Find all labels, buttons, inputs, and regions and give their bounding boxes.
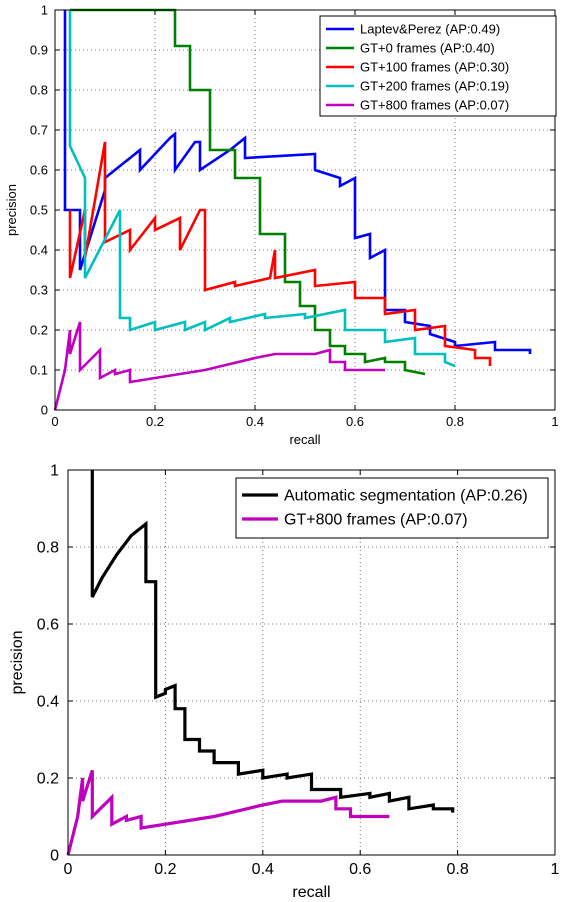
chart1-y-tick-label: 0.1 (30, 363, 48, 378)
chart2: 0 0.2 0.4 0.6 0.8 1 0 0.2 0.4 0.6 0.8 1 recall precis… (9, 463, 560, 901)
chart1-x-axis-label: recall (289, 432, 320, 447)
chart1-x-tick-label: 0.8 (446, 414, 464, 429)
chart2-y-tick-label: 0.8 (37, 540, 59, 557)
chart2-y-tick-label: 0.6 (37, 617, 59, 634)
chart1-legend-label: GT+0 frames (AP:0.40) (360, 41, 495, 56)
chart2-legend-box (235, 477, 549, 539)
chart2-y-tick-label: 0 (50, 848, 59, 865)
chart1-legend-label: Laptev&Perez (AP:0.49) (360, 22, 500, 37)
chart2-legend-label: GT+800 frames (AP:0.07) (284, 512, 468, 529)
chart2-series-line-1 (90, 470, 455, 813)
chart1-x-tick-label: 1 (551, 414, 558, 429)
chart2-y-axis-label: precision (9, 630, 26, 694)
chart2-y-tick-label: 0.4 (37, 694, 59, 711)
chart2-x-tick-label: 0.8 (446, 861, 468, 878)
chart1-y-tick-label: 0 (41, 403, 48, 418)
chart2-x-tick-label: 0.6 (349, 861, 371, 878)
chart1-series-line-4 (68, 10, 456, 368)
chart1-y-tick-label: 0.8 (30, 83, 48, 98)
chart2-x-axis-label: recall (292, 884, 330, 901)
chart1-y-axis-label: precision (4, 184, 19, 236)
chart2-series-line-2 (66, 769, 390, 856)
chart2-y-tick-label: 0.2 (37, 771, 59, 788)
chart1-plot-frame (54, 9, 556, 411)
chart1-legend-label: GT+100 frames (AP:0.30) (360, 60, 509, 75)
chart1-legend-label: GT+200 frames (AP:0.19) (360, 79, 509, 94)
chart2-y-tick-label: 1 (50, 463, 59, 480)
chart1-y-tick-label: 0.3 (30, 283, 48, 298)
chart1-legend: Laptev&Perez (AP:0.49) GT+0 frames (AP:0.… (319, 15, 557, 117)
chart1: 0 0.2 0.4 0.6 0.8 1 0 0.1 0.2 0.3 0.4 0.5 0.6 0.7 0.8 0… (4, 3, 559, 447)
chart1-x-tick-label: 0.2 (146, 414, 164, 429)
chart2-legend: Automatic segmentation (AP:0.26) GT+800 f… (235, 477, 549, 539)
chart2-x-tick-label: 0.2 (154, 861, 176, 878)
chart1-x-tick-label: 0.4 (246, 414, 264, 429)
chart1-y-tick-label: 0.2 (30, 323, 48, 338)
chart2-plot-frame (67, 469, 556, 856)
chart1-legend-label: GT+800 frames (AP:0.07) (360, 98, 509, 113)
chart1-series-line-2 (70, 8, 426, 376)
chart2-x-tick-label: 0.4 (252, 861, 274, 878)
chart1-series-line-3 (68, 141, 492, 366)
chart1-y-tick-label: 1 (41, 3, 48, 18)
chart1-series-line-1 (63, 10, 532, 354)
chart1-x-tick-label: 0 (51, 414, 58, 429)
chart1-y-tick-label: 0.5 (30, 203, 48, 218)
chart1-x-tick-label: 0.6 (346, 414, 364, 429)
chart1-y-tick-label: 0.7 (30, 123, 48, 138)
chart1-legend-box (319, 15, 557, 117)
chart1-y-tick-label: 0.6 (30, 163, 48, 178)
chart1-y-tick-label: 0.9 (30, 43, 48, 58)
chart2-x-tick-label: 1 (551, 861, 560, 878)
chart2-legend-label: Automatic segmentation (AP:0.26) (284, 488, 528, 505)
chart2-x-tick-label: 0 (64, 861, 73, 878)
chart1-y-tick-label: 0.4 (30, 243, 48, 258)
chart1-series-line-5 (53, 321, 385, 411)
